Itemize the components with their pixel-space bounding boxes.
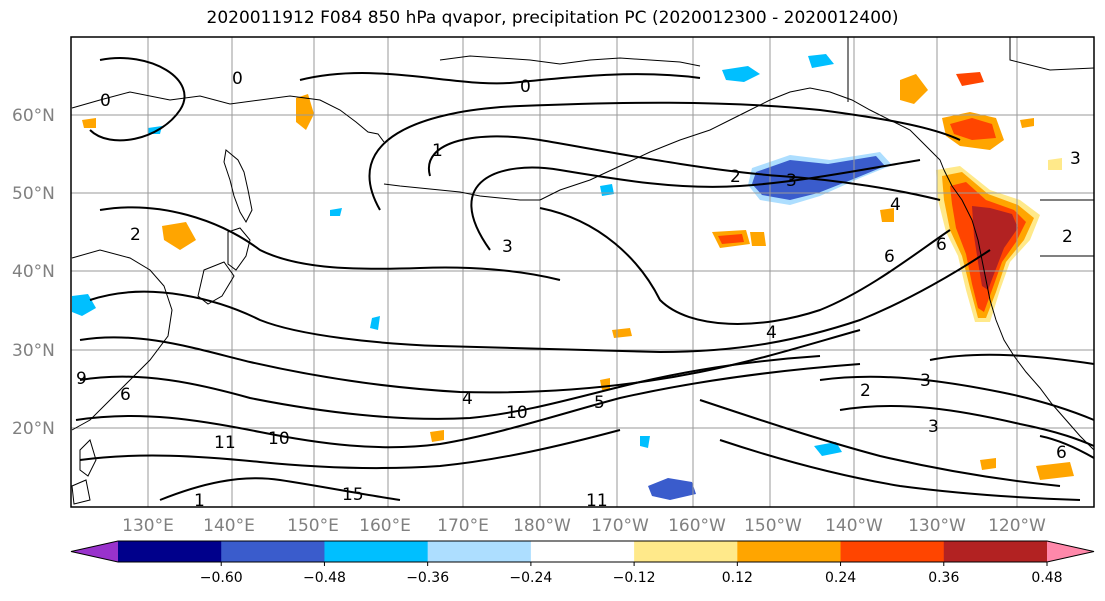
graticule [71, 37, 1094, 507]
colorbar-swatch [943, 541, 1048, 562]
longitude-labels: 130°E 140°E 150°E 160°E 170°E 180°W 170°… [122, 516, 1046, 536]
colorbar-outline [70, 540, 1095, 563]
map-frame [70, 36, 1095, 508]
colorbar-swatch [118, 541, 222, 562]
contour-label: 5 [594, 393, 605, 413]
contour-label: 6 [884, 247, 895, 267]
contour-label: 6 [1056, 443, 1067, 463]
contour-label: 10 [268, 429, 290, 449]
lon-label: 130°W [908, 516, 966, 536]
contour-label: 3 [1070, 149, 1081, 169]
colorbar-tick-label: −0.48 [303, 570, 346, 586]
contour-label: 0 [100, 91, 111, 111]
lon-label: 160°E [359, 516, 411, 536]
lon-label: 140°W [825, 516, 883, 536]
colorbar-swatch [324, 541, 429, 562]
qvapor-contours [75, 57, 1095, 501]
colorbar: −0.60 −0.48 −0.36 −0.24 −0.12 0.12 0.24 0.36 0.4… [70, 540, 1095, 586]
contour-label: 2 [130, 225, 141, 245]
colorbar-tick-label: −0.60 [200, 570, 243, 586]
contour-label: 15 [342, 485, 364, 505]
lat-label: 60°N [12, 106, 55, 126]
lat-label: 20°N [12, 419, 55, 439]
colorbar-swatch [634, 541, 738, 562]
lon-label: 160°W [668, 516, 726, 536]
contour-label: 3 [920, 371, 931, 391]
contour-label: 0 [520, 77, 531, 97]
colorbar-swatch [221, 541, 325, 562]
lon-label: 170°E [437, 516, 489, 536]
colorbar-tick-label: −0.36 [406, 570, 449, 586]
lon-label: 170°W [591, 516, 649, 536]
contour-label: 11 [214, 433, 236, 453]
colorbar-tick-label: 0.48 [1031, 570, 1062, 586]
lon-label: 150°E [287, 516, 339, 536]
contour-label: 0 [232, 69, 243, 89]
contour-label: 2 [1062, 227, 1073, 247]
colorbar-tick-label: 0.12 [722, 570, 753, 586]
contour-label: 4 [766, 323, 777, 343]
coastlines [71, 37, 1095, 505]
colorbar-extend-low [71, 541, 118, 562]
colorbar-swatch [737, 541, 842, 562]
contour-label: 1 [432, 141, 443, 161]
colorbar-tick-label: −0.24 [509, 570, 552, 586]
precipitation-shading [72, 54, 1074, 500]
contour-label: 3 [786, 171, 797, 191]
contour-labels: 0 0 0 1 1 2 2 2 2 3 3 3 3 3 4 4 4 5 6 6 … [76, 69, 1081, 511]
contour-label: 1 [194, 491, 205, 511]
contour-label: 3 [928, 417, 939, 437]
contour-label: 9 [76, 369, 87, 389]
lon-label: 150°W [744, 516, 802, 536]
colorbar-swatch [427, 541, 532, 562]
colorbar-extend-high [1047, 541, 1094, 562]
contour-label: 3 [502, 237, 513, 257]
lon-label: 140°E [203, 516, 255, 536]
contour-label: 2 [730, 167, 741, 187]
contour-label: 6 [120, 385, 131, 405]
colorbar-tick-label: −0.12 [613, 570, 656, 586]
lat-label: 30°N [12, 341, 55, 361]
contour-label: 10 [506, 403, 528, 423]
lon-label: 120°W [988, 516, 1046, 536]
contour-label: 6 [936, 235, 947, 255]
contour-label: 4 [462, 389, 473, 409]
contour-label: 4 [890, 195, 901, 215]
contour-label: 11 [586, 491, 608, 511]
colorbar-swatch [840, 541, 945, 562]
lat-label: 50°N [12, 184, 55, 204]
lon-label: 130°E [122, 516, 174, 536]
lon-label: 180°W [513, 516, 571, 536]
colorbar-tick-label: 0.24 [825, 570, 856, 586]
colorbar-swatch [530, 541, 635, 562]
colorbar-tick-label: 0.36 [928, 570, 959, 586]
lat-label: 40°N [12, 262, 55, 282]
contour-label: 2 [860, 381, 871, 401]
map-title: 2020011912 F084 850 hPa qvapor, precipit… [206, 8, 899, 28]
latitude-labels: 60°N 50°N 40°N 30°N 20°N [12, 106, 55, 439]
